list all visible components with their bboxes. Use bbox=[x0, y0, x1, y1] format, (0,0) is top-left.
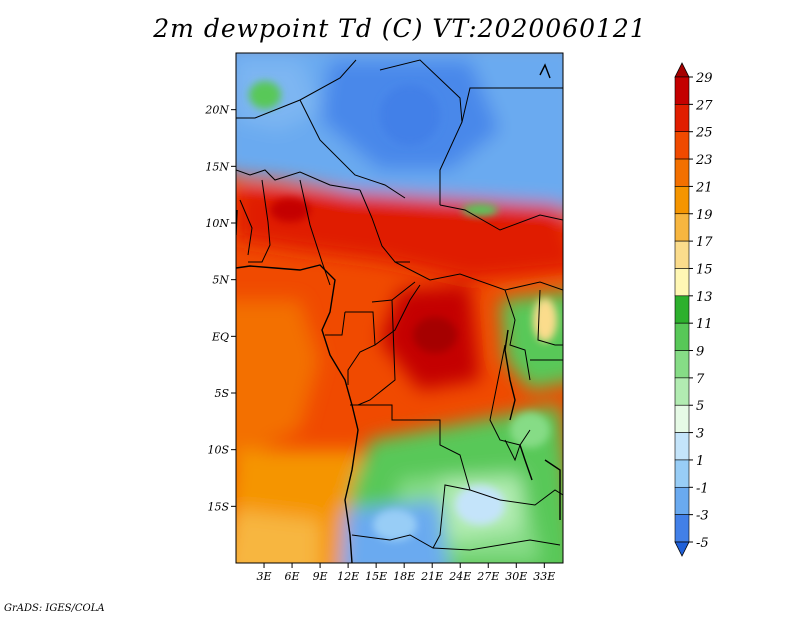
colorbar-swatch bbox=[674, 131, 690, 160]
lon-tick-label: 27E bbox=[476, 570, 499, 583]
colorbar-swatch bbox=[674, 186, 690, 215]
credit-text: GrADS: IGES/COLA bbox=[4, 603, 105, 614]
lon-tick-label: 18E bbox=[393, 570, 415, 583]
lat-tick-label: 10S bbox=[207, 444, 229, 457]
country-borders bbox=[236, 59, 563, 551]
colorbar-label: 17 bbox=[696, 235, 713, 250]
colorbar-label: -5 bbox=[696, 536, 709, 551]
lat-tick-label: 15S bbox=[207, 500, 229, 513]
colorbar-label: 15 bbox=[696, 262, 713, 277]
colorbar-swatch bbox=[674, 486, 690, 515]
colorbar-label: 21 bbox=[695, 180, 713, 195]
lon-tick-label: 30E bbox=[505, 570, 527, 583]
colorbar-swatch bbox=[674, 213, 690, 242]
lon-tick-label: 33E bbox=[533, 570, 555, 583]
colorbar-swatch bbox=[674, 432, 690, 461]
colorbar-bottom-arrow bbox=[674, 541, 690, 557]
colorbar-label: 29 bbox=[695, 71, 713, 86]
colorbar-label: 25 bbox=[695, 126, 713, 141]
colorbar-label: 19 bbox=[696, 208, 713, 223]
colorbar-label: 7 bbox=[696, 372, 705, 387]
colorbar-label: 5 bbox=[696, 399, 704, 414]
coastlines bbox=[236, 63, 561, 563]
colorbar-swatch bbox=[674, 459, 690, 488]
colorbar-label: 11 bbox=[696, 317, 713, 332]
lon-tick-label: 24E bbox=[448, 570, 471, 583]
colorbar-label: 3 bbox=[696, 427, 704, 442]
colorbar-swatch bbox=[674, 158, 690, 187]
lon-tick-label: 15E bbox=[365, 570, 387, 583]
lon-tick-label: 3E bbox=[257, 570, 272, 583]
colorbar-swatch bbox=[674, 76, 690, 105]
lat-tick-label: 5N bbox=[212, 274, 229, 287]
colorbar-label: -1 bbox=[696, 481, 709, 496]
lat-tick-label: 15N bbox=[205, 160, 229, 173]
colorbar-swatch bbox=[674, 404, 690, 433]
colorbar-label: 23 bbox=[695, 153, 713, 168]
colorbar-swatch bbox=[674, 377, 690, 406]
colorbar-swatch bbox=[674, 514, 690, 543]
lon-tick-label: 9E bbox=[313, 570, 328, 583]
map-title: 2m dewpoint Td (C) VT:2020060121 bbox=[153, 14, 647, 43]
colorbar-label: -3 bbox=[696, 509, 709, 524]
map-frame bbox=[235, 52, 564, 564]
colorbar-swatch bbox=[674, 104, 690, 133]
lat-tick-label: 10N bbox=[205, 217, 229, 230]
lat-tick-label: EQ bbox=[211, 330, 229, 343]
lat-tick-label: 20N bbox=[204, 104, 229, 117]
dewpoint-field bbox=[236, 53, 563, 563]
colorbar-swatch bbox=[674, 295, 690, 324]
colorbar-swatch bbox=[674, 322, 690, 351]
lon-tick-label: 12E bbox=[337, 570, 359, 583]
lat-tick-label: 5S bbox=[214, 387, 229, 400]
lon-tick-label: 21E bbox=[420, 570, 443, 583]
colorbar-label: 1 bbox=[696, 454, 704, 469]
lon-tick-label: 6E bbox=[285, 570, 300, 583]
colorbar-label: 27 bbox=[695, 98, 713, 113]
colorbar-swatch bbox=[674, 268, 690, 297]
colorbar: 29 27 25 23 21 19 17 15 13 11 9 7 5 3 1 -1 -3 -5 bbox=[674, 62, 713, 557]
colorbar-top-arrow bbox=[674, 62, 690, 78]
colorbar-label: 13 bbox=[696, 290, 713, 305]
colorbar-swatch bbox=[674, 350, 690, 379]
colorbar-swatch bbox=[674, 240, 690, 269]
colorbar-label: 9 bbox=[696, 345, 704, 360]
axis-ticks: 3E 6E 9E 12E 15E 18E 21E 24E 27E 30E 33E 20N 15N 10N 5… bbox=[204, 104, 555, 583]
